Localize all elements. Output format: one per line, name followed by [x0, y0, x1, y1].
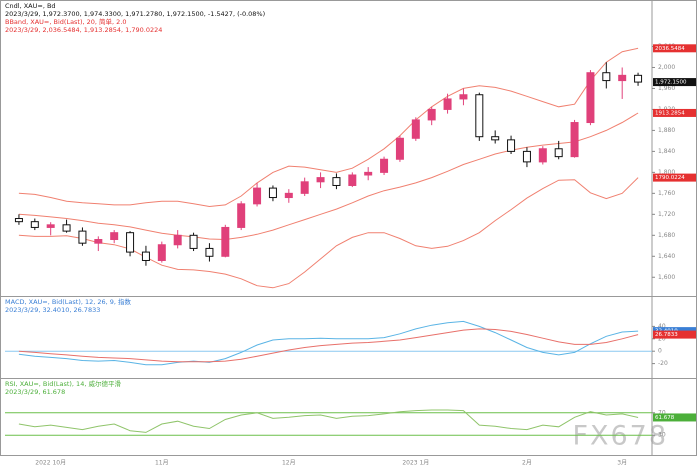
x-tick-label: 11月: [155, 460, 169, 467]
candle-body: [459, 94, 468, 100]
axis-tag-box: [653, 330, 696, 339]
candle-body: [570, 122, 579, 158]
x-tick-label: 12月: [282, 460, 296, 467]
candle-body: [634, 74, 643, 83]
x-tick-label: 3月: [617, 460, 627, 467]
y-tick-label: 1,720: [658, 211, 675, 218]
candle-body: [332, 177, 341, 186]
candle-body: [380, 158, 389, 173]
line: [18, 320, 639, 366]
y-tick-label: 1,760: [658, 190, 675, 197]
line: [18, 328, 639, 363]
watermark: FX678: [572, 421, 668, 452]
candle-body: [618, 74, 627, 82]
axis-tag-box: [653, 44, 696, 53]
plot: [14, 47, 643, 289]
candle-body: [46, 224, 55, 228]
y-tick-label: 20: [658, 335, 666, 342]
x-tick-label: 2023 1月: [402, 460, 429, 467]
candle-body: [94, 239, 103, 244]
candle-body: [205, 247, 214, 257]
candle-body: [173, 234, 182, 246]
candle-body: [507, 139, 516, 152]
y-tick-label: 1,600: [658, 274, 675, 281]
candle-body: [189, 234, 198, 249]
axis-tag-label: 2036.5484: [655, 46, 685, 52]
candle-body: [395, 137, 404, 160]
y-tick-label: 40: [658, 323, 666, 330]
axis-tag-label: 1,972.1500: [655, 80, 687, 86]
candle-body: [284, 192, 293, 199]
x-tick-label: 2月: [522, 460, 532, 467]
candle-body: [411, 119, 420, 139]
candle-body: [30, 221, 39, 228]
line: [18, 112, 639, 241]
y-tick-label: 0: [658, 348, 662, 355]
plot: [5, 409, 652, 436]
axis-tag-label: 61.678: [655, 415, 675, 421]
annotation: 2023/3/29, 2,036.5484, 1,913.2854, 1,790…: [5, 26, 162, 34]
candle-body: [364, 171, 373, 176]
candle-body: [602, 72, 611, 82]
candle-body: [300, 181, 309, 194]
candle-body: [141, 251, 150, 261]
candle-body: [126, 232, 135, 253]
candle-body: [237, 203, 246, 228]
candle-body: [62, 224, 71, 232]
chart-subtitle: 2023/3/29, 61.678: [5, 388, 65, 396]
candle-body: [427, 108, 436, 121]
annotation: BBand, XAU=, Bid(Last), 20, 简单, 2.0: [5, 17, 127, 26]
candle-body: [268, 187, 277, 199]
candle-body: [316, 177, 325, 183]
axis-tag-box: [653, 413, 696, 422]
line: [18, 409, 639, 433]
y-tick-label: 70: [658, 409, 666, 416]
candle-body: [554, 148, 563, 158]
chart-subtitle: 2023/3/29, 32.4010, 26.7833: [5, 306, 100, 314]
chart-subtitle: 2023/3/29, 1,972.3700, 1,974.3300, 1,971…: [5, 10, 265, 18]
candle-body: [157, 244, 166, 261]
chart-title: RSI, XAU=, Bid(Last), 14, 威尔德平滑: [5, 379, 121, 388]
plot: [5, 320, 652, 366]
axis-tag-box: [653, 173, 696, 182]
y-tick-label: 1,800: [658, 169, 675, 176]
y-tick-label: 2,000: [658, 64, 675, 71]
candle-body: [253, 187, 262, 205]
line: [18, 177, 639, 289]
y-tick-label: 30: [658, 432, 666, 439]
y-tick-label: 1,880: [658, 127, 675, 134]
candle-body: [522, 150, 531, 163]
axis-tag-label: 26.7833: [655, 332, 678, 338]
y-tick-label: 1,640: [658, 253, 675, 260]
axis-tag-label: 1790.0224: [655, 175, 685, 181]
candle-body: [538, 148, 547, 163]
chart-title: MACD, XAU=, Bid(Last), 12, 26, 9, 指数: [5, 297, 132, 306]
chart-title: Cndl, XAU=, Bd: [5, 2, 56, 10]
candle-body: [110, 232, 119, 241]
y-tick-label: 1,840: [658, 148, 675, 155]
candle-body: [491, 136, 500, 141]
candle-body: [348, 174, 357, 186]
axis-tag-box: [653, 78, 696, 87]
axis-tag-label: 1913.2854: [655, 110, 685, 116]
x-tick-label: 2022 10月: [35, 460, 66, 467]
candle-body: [586, 72, 595, 124]
line: [18, 47, 639, 208]
candle-body: [475, 94, 484, 138]
y-tick-label: 1,960: [658, 85, 675, 92]
candle-body: [443, 98, 452, 110]
candle-body: [221, 226, 230, 257]
y-tick-label: 1,680: [658, 232, 675, 239]
candle-body: [14, 218, 23, 223]
candle-body: [78, 230, 87, 244]
axis-tag-box: [653, 108, 696, 117]
y-tick-label: -20: [658, 360, 668, 367]
